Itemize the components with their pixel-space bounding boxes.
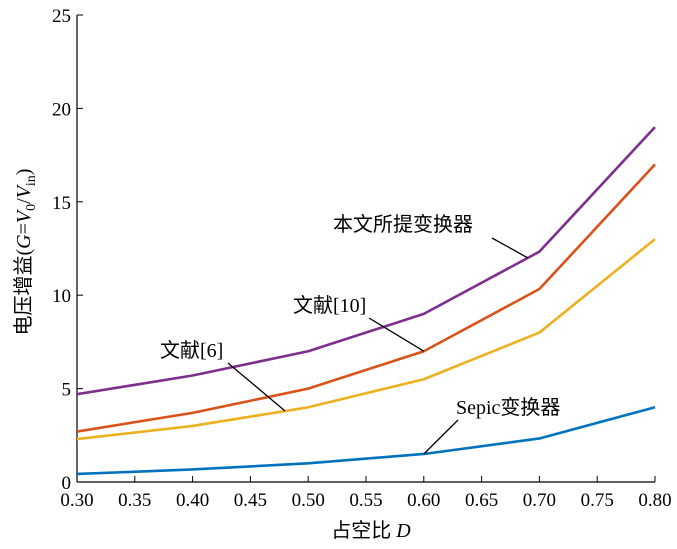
series-line-1 — [76, 126, 656, 396]
annotation-label: 本文所提变换器 — [333, 213, 473, 236]
x-tick-label: 0.60 — [407, 490, 440, 511]
y-tick-label: 15 — [52, 193, 71, 214]
y-tick-label: 5 — [62, 380, 72, 401]
annotation-leader — [491, 237, 529, 259]
x-tick-label: 0.30 — [60, 490, 93, 511]
annotation-leader — [368, 317, 425, 352]
y-axis-title: 电压增益(G=V0/Vin) — [12, 169, 39, 336]
axes: 0.30 0.35 0.40 0.45 0.50 0.55 0.60 0.65 0.70 0.75… — [52, 6, 672, 511]
x-tick-label: 0.45 — [234, 490, 267, 511]
series-line-4 — [76, 406, 656, 476]
series-line-2 — [76, 163, 656, 433]
x-tick-label: 0.40 — [176, 490, 209, 511]
series-layer — [76, 126, 656, 476]
x-tick-label: 0.70 — [523, 490, 556, 511]
annotation-label: 文献[10] — [293, 294, 366, 317]
x-tick-label: 0.65 — [465, 490, 498, 511]
x-axis-title: 占空比 D — [331, 519, 411, 542]
x-tick-label: 0.75 — [581, 490, 614, 511]
annotation-label: 文献[6] — [160, 339, 223, 362]
y-tick-label: 20 — [52, 99, 71, 120]
x-tick-label: 0.55 — [349, 490, 382, 511]
y-tick-label: 10 — [52, 286, 71, 307]
y-tick-label: 0 — [62, 473, 72, 494]
annotation-label: Sepic变换器 — [456, 396, 560, 419]
annotation-leader — [227, 362, 286, 412]
x-tick-label: 0.80 — [638, 490, 671, 511]
annotation-leader — [423, 419, 459, 455]
series-line-3 — [76, 238, 656, 441]
x-tick-label: 0.50 — [292, 490, 325, 511]
y-tick-label: 25 — [52, 6, 71, 27]
x-tick-label: 0.35 — [118, 490, 151, 511]
